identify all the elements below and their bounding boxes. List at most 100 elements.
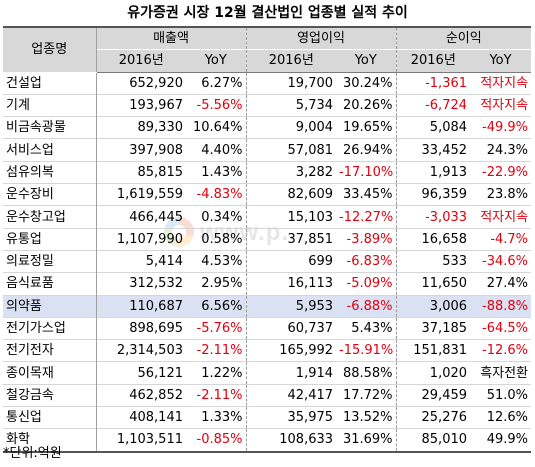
sales-yoy-cell: 6.56% xyxy=(186,295,247,318)
industry-name-cell: 의약품 xyxy=(3,295,97,318)
sales-value-cell: 1,107,990 xyxy=(116,231,183,247)
unit-note: *단위:억원 xyxy=(3,446,62,461)
industry-name-cell: 서비스업 xyxy=(3,138,97,162)
sales-yoy-cell: 1.22% xyxy=(186,361,247,385)
op-value-cell: 35,975 xyxy=(287,410,334,426)
op-yoy-cell: 31.69% xyxy=(336,428,397,452)
net-yoy-cell: -49.9% xyxy=(482,120,529,136)
industry-name-cell: 전기가스업 xyxy=(3,317,97,340)
op-value-cell: 15,103 xyxy=(287,209,334,225)
op-value-cell: 5,953 xyxy=(246,295,337,318)
op-value-cell: 108,633 xyxy=(279,432,334,448)
op-yoy-cell: -3.89% xyxy=(336,228,397,251)
op-yoy-cell: 88.58% xyxy=(336,361,397,385)
op-yoy-cell: -15.91% xyxy=(336,339,397,362)
net-value-cell: 85,010 xyxy=(421,432,468,448)
op-yoy-cell: -5.09% xyxy=(336,272,397,296)
sales-value-cell: 85,815 xyxy=(137,164,184,180)
table-row: 의료정밀 5,414 4.53% 699 -6.83% 533 -34.6% xyxy=(3,250,532,273)
industry-name-cell: 건설업 xyxy=(3,72,97,95)
sales-yoy-header: YoY xyxy=(186,49,247,73)
sales-value-cell: 56,121 xyxy=(137,365,184,381)
net-yoy-header: YoY xyxy=(470,49,532,73)
op-yoy-cell: 20.26% xyxy=(336,94,397,117)
net-value-cell: 1,020 xyxy=(429,365,468,381)
sales-value-cell: 462,852 xyxy=(129,387,183,403)
sales-value-cell: 312,532 xyxy=(129,276,183,292)
op-yoy-cell: 26.94% xyxy=(336,138,397,162)
op-yoy-header: YoY xyxy=(336,49,397,73)
op-yoy-cell: 33.45% xyxy=(336,183,397,206)
op-value-cell: 699 xyxy=(308,254,334,270)
sales-group-header: 매출액 xyxy=(96,26,247,51)
sales-yoy-cell: 0.34% xyxy=(186,205,247,229)
header-sub-row: 2016년 YoY 2016년 YoY 2016년 YoY xyxy=(3,49,532,73)
op-value-cell: 19,700 xyxy=(287,75,334,91)
net-yoy-cell: -88.8% xyxy=(470,295,532,318)
net-yoy-cell: 23.8% xyxy=(486,187,529,203)
net-value-cell: 151,831 xyxy=(413,343,468,359)
op-yoy-cell: 5.43% xyxy=(336,317,397,340)
sales-value-cell: 5,414 xyxy=(145,254,183,270)
sales-value-cell: 89,330 xyxy=(137,120,184,136)
table-row: 전기가스업 898,695 -5.76% 60,737 5.43% 37,185 -64.5… xyxy=(3,317,532,340)
net-yoy-cell: 적자지속 xyxy=(480,209,529,225)
op-value-cell: 165,992 xyxy=(279,343,334,359)
industry-name-cell: 종이목재 xyxy=(3,361,97,385)
net-value-cell: -3,033 xyxy=(425,209,468,225)
operating-profit-group-header: 영업이익 xyxy=(246,26,397,51)
sales-yoy-cell: 1.33% xyxy=(186,406,247,429)
sales-value-cell: 1,103,511 xyxy=(116,432,183,448)
net-value-cell: 25,276 xyxy=(421,410,468,426)
net-value-cell: 96,359 xyxy=(421,187,468,203)
net-yoy-cell: -22.9% xyxy=(482,164,529,180)
table-row: 서비스업 397,908 4.40% 57,081 26.94% 33,452 24.3% xyxy=(3,138,532,162)
sales-yoy-cell: -2.11% xyxy=(186,384,247,407)
sales-value-cell: 193,967 xyxy=(129,98,183,114)
industry-name-cell: 운수장비 xyxy=(3,183,97,206)
sales-yoy-cell: -5.56% xyxy=(186,94,247,117)
sales-yoy-cell: -2.11% xyxy=(186,339,247,362)
industry-name-cell: 철강금속 xyxy=(3,384,97,407)
op-value-cell: 9,004 xyxy=(295,120,334,136)
net-yoy-cell: 흑자전환 xyxy=(480,365,529,381)
op-yoy-cell: -17.10% xyxy=(336,161,397,184)
industry-name-cell: 기계 xyxy=(3,94,97,117)
op-value-cell: 82,609 xyxy=(287,187,334,203)
op-value-cell: 57,081 xyxy=(287,142,334,158)
op-value-cell: 37,851 xyxy=(287,231,334,247)
industry-name-cell: 통신업 xyxy=(3,406,97,429)
net-yoy-cell: 적자지속 xyxy=(480,75,529,91)
sales-value-cell: 898,695 xyxy=(129,321,183,336)
net-value-cell: -1,361 xyxy=(425,75,468,91)
net-yoy-cell: 적자지속 xyxy=(480,98,529,114)
industry-name-cell: 운수창고업 xyxy=(3,205,97,229)
op-value-cell: 42,417 xyxy=(287,387,334,403)
op-value-cell: 3,282 xyxy=(295,164,334,180)
table-row: 비금속광물 89,330 10.64% 9,004 19.65% 5,084 -49.9% xyxy=(3,116,532,139)
sales-value-cell: 110,687 xyxy=(96,295,186,318)
net-yoy-cell: -64.5% xyxy=(482,321,529,336)
net-yoy-cell: 27.4% xyxy=(486,276,529,292)
table-row: 기계 193,967 -5.56% 5,734 20.26% -6,724 적자지속 xyxy=(3,94,532,117)
sales-yoy-cell: 1.43% xyxy=(186,161,247,184)
industry-name-cell: 화학 xyxy=(3,428,97,452)
net-value-cell: 533 xyxy=(442,254,468,270)
sales-value-cell: 408,141 xyxy=(129,410,183,426)
net-yoy-cell: -4.7% xyxy=(490,231,529,247)
op-yoy-cell: 17.72% xyxy=(336,384,397,407)
net-value-cell: 5,084 xyxy=(429,120,468,136)
table-row: 통신업 408,141 1.33% 35,975 13.52% 25,276 12.6% xyxy=(3,406,532,429)
table-row: 유통업 1,107,990 0.58% 37,851 -3.89% 16,658 -4.7% xyxy=(3,228,532,251)
sales-yoy-cell: -4.83% xyxy=(186,183,247,206)
table-row: 섬유의복 85,815 1.43% 3,282 -17.10% 1,913 -22.9% xyxy=(3,161,532,184)
net-value-cell: 16,658 xyxy=(421,231,468,247)
op-yoy-cell: -6.88% xyxy=(336,295,397,318)
net-value-cell: 37,185 xyxy=(421,321,468,336)
table-row: 종이목재 56,121 1.22% 1,914 88.58% 1,020 흑자전환 xyxy=(3,361,532,385)
industry-name-cell: 전기전자 xyxy=(3,339,97,362)
op-value-cell: 1,914 xyxy=(295,365,334,381)
sales-yoy-cell: 4.40% xyxy=(186,138,247,162)
industry-name-cell: 유통업 xyxy=(3,228,97,251)
op-yoy-cell: 19.65% xyxy=(336,116,397,139)
